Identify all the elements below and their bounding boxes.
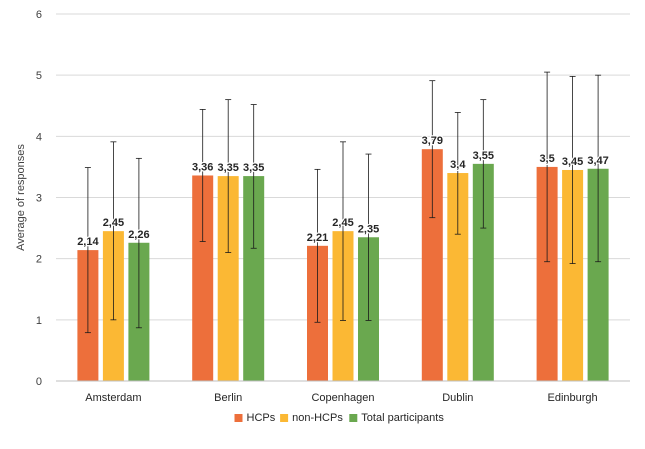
y-tick-label: 1 (36, 315, 42, 327)
x-tick-label: Dublin (442, 392, 473, 404)
data-label: 2,45 (332, 217, 353, 229)
y-axis-label: Average of responses (15, 144, 27, 251)
y-tick-label: 5 (36, 70, 42, 82)
bar[interactable] (587, 168, 609, 381)
y-tick-label: 4 (36, 131, 42, 143)
x-tick-label: Edinburgh (548, 392, 598, 404)
data-label: 2,35 (358, 223, 379, 235)
data-label: 3,35 (217, 162, 238, 174)
data-label: 3,45 (562, 156, 583, 168)
y-tick-label: 6 (36, 9, 42, 21)
y-tick-label: 3 (36, 193, 42, 205)
data-label: 2,21 (307, 232, 328, 244)
bar[interactable] (192, 175, 214, 381)
data-label: 3,4 (450, 159, 466, 171)
legend-swatch[interactable] (349, 414, 358, 422)
data-label: 2,14 (77, 236, 99, 248)
bar[interactable] (536, 166, 558, 381)
x-tick-label: Copenhagen (311, 392, 374, 404)
data-label: 3,35 (243, 162, 264, 174)
bar[interactable] (447, 173, 469, 381)
x-tick-label: Amsterdam (85, 392, 141, 404)
bar[interactable] (421, 149, 443, 381)
bar[interactable] (472, 163, 494, 381)
data-label: 2,45 (103, 217, 124, 229)
data-label: 2,26 (128, 229, 149, 241)
data-label: 3,79 (422, 135, 443, 147)
y-tick-label: 2 (36, 254, 42, 266)
legend-label[interactable]: Total participants (361, 412, 444, 424)
legend-swatch[interactable] (234, 414, 243, 422)
x-tick-label: Berlin (214, 392, 242, 404)
legend-swatch[interactable] (280, 414, 289, 422)
y-tick-label: 0 (36, 376, 42, 388)
bar[interactable] (217, 176, 239, 381)
legend-label[interactable]: HCPs (247, 412, 276, 424)
data-label: 3,5 (539, 153, 554, 165)
bar[interactable] (243, 176, 265, 381)
bar[interactable] (562, 169, 584, 381)
legend-label[interactable]: non-HCPs (292, 412, 343, 424)
data-label: 3,55 (473, 150, 494, 162)
data-label: 3,47 (587, 155, 608, 167)
data-label: 3,36 (192, 161, 213, 173)
